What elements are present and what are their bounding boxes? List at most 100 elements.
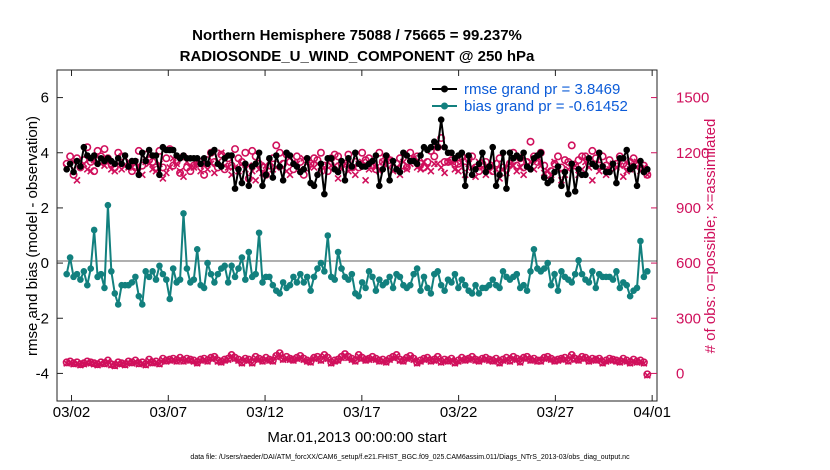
bias-point xyxy=(427,290,435,297)
possible-count-marker xyxy=(316,148,325,157)
rmse-point xyxy=(118,160,125,168)
assimilated-count-marker xyxy=(128,359,136,367)
y-tick-label: -4 xyxy=(36,365,49,382)
bias-point xyxy=(66,254,74,261)
assimilated-count-stroke xyxy=(190,163,198,172)
rmse-point xyxy=(303,154,311,162)
assimilated-count-stroke xyxy=(423,355,431,363)
assimilated-count-marker xyxy=(276,350,284,358)
rmse-point xyxy=(537,149,545,157)
bias-point xyxy=(496,284,503,292)
assimilated-count-marker xyxy=(351,357,359,366)
bias-point xyxy=(334,248,342,256)
rmse-series xyxy=(63,116,651,198)
assimilated-count-marker xyxy=(83,165,91,173)
assimilated-count-marker xyxy=(162,169,170,177)
assimilated-count-marker xyxy=(420,158,428,166)
assimilated-count-marker xyxy=(636,357,645,366)
y2-tick-label: 1200 xyxy=(676,145,709,162)
rmse-point xyxy=(592,163,600,170)
assimilated-count-stroke xyxy=(327,359,335,367)
assimilated-count-marker xyxy=(403,165,411,173)
bias-point xyxy=(204,259,211,267)
rmse-point xyxy=(595,149,603,157)
rmse-point xyxy=(458,149,466,157)
assimilated-count-marker xyxy=(403,355,411,363)
assimilated-count-stroke xyxy=(502,355,511,363)
assimilated-count-marker xyxy=(434,354,442,362)
assimilated-count-stroke xyxy=(97,359,105,367)
assimilated-count-marker xyxy=(293,355,301,363)
rmse-point xyxy=(396,168,404,176)
rmse-point xyxy=(554,163,562,170)
assimilated-count-stroke xyxy=(403,165,411,173)
bias-point xyxy=(269,281,277,289)
assimilated-count-stroke xyxy=(571,356,579,364)
bias-point xyxy=(544,259,551,267)
rmse-point xyxy=(479,149,486,157)
bias-point xyxy=(83,281,91,289)
bias-point xyxy=(441,287,448,294)
assimilated-count-stroke xyxy=(173,160,181,168)
bias-point xyxy=(307,287,314,294)
y-tick-label: 2 xyxy=(41,200,49,217)
bias-point xyxy=(413,265,421,272)
assimilated-count-stroke xyxy=(437,163,445,172)
assimilated-count-marker xyxy=(482,355,490,363)
assimilated-count-stroke xyxy=(465,356,473,364)
rmse-point xyxy=(114,154,122,162)
y2-tick-label: 0 xyxy=(676,365,684,382)
assimilated-count-stroke xyxy=(303,357,311,366)
assimilated-count-marker xyxy=(80,360,88,368)
bias-point xyxy=(568,279,576,286)
rmse-point xyxy=(152,152,160,159)
rmse-point xyxy=(437,116,445,123)
bias-point xyxy=(527,268,534,275)
assimilated-count-stroke xyxy=(416,165,425,173)
rmse-point xyxy=(269,174,277,181)
assimilated-count-stroke xyxy=(80,360,88,368)
possible-count-marker xyxy=(275,349,284,358)
bias-point xyxy=(345,276,352,283)
bias-point xyxy=(613,268,620,275)
x-tick-label: 03/17 xyxy=(343,404,381,421)
assimilated-count-stroke xyxy=(283,354,291,362)
y2-tick-label: 300 xyxy=(676,310,701,327)
rmse-point xyxy=(276,163,283,170)
assimilated-count-stroke xyxy=(358,355,366,363)
assimilated-count-stroke xyxy=(485,356,493,365)
assimilated-count-marker xyxy=(368,354,377,362)
assimilated-count-stroke xyxy=(214,357,222,366)
assimilated-count-marker xyxy=(169,356,177,364)
x-tick-label: 03/02 xyxy=(53,404,91,421)
bias-point xyxy=(87,265,95,272)
bias-point xyxy=(558,268,565,275)
bias-point xyxy=(156,262,163,270)
legend-rmse-label: rmse grand pr = 3.8469 xyxy=(464,81,620,98)
assimilated-count-marker xyxy=(94,361,102,369)
assimilated-count-stroke xyxy=(286,356,294,364)
bias-point xyxy=(303,273,311,281)
rmse-point xyxy=(66,160,74,168)
assimilated-count-marker xyxy=(623,357,631,366)
rmse-point xyxy=(145,146,153,154)
assimilated-count-marker xyxy=(454,167,462,175)
bias-point xyxy=(410,270,417,278)
bias-point xyxy=(290,273,297,281)
assimilated-count-stroke xyxy=(200,356,208,364)
bias-point xyxy=(63,270,70,278)
assimilated-count-stroke xyxy=(217,149,225,157)
assimilated-count-stroke xyxy=(183,356,191,364)
assimilated-count-stroke xyxy=(492,356,500,364)
rmse-point xyxy=(262,171,270,179)
rmse-point xyxy=(382,152,390,159)
rmse-point xyxy=(482,168,490,176)
rmse-point xyxy=(279,177,287,184)
rmse-point xyxy=(255,149,263,157)
assimilated-count-marker xyxy=(602,357,610,366)
assimilated-count-stroke xyxy=(210,354,218,362)
assimilated-count-marker xyxy=(564,357,572,366)
bias-point xyxy=(331,276,338,283)
assimilated-count-marker xyxy=(283,354,291,362)
